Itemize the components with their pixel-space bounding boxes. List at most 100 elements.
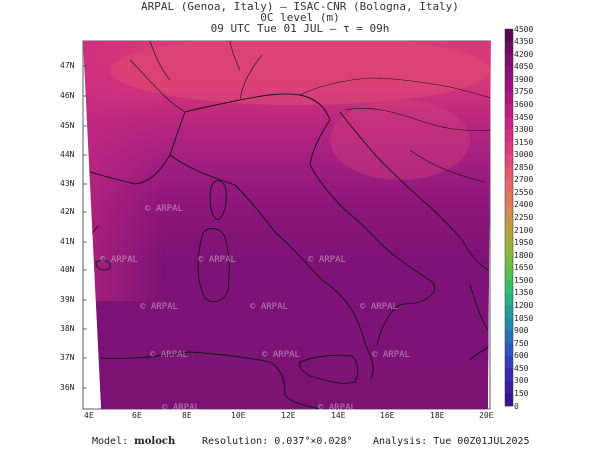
dotted-grid: [83, 41, 490, 409]
colorbar-swatch: [505, 355, 513, 369]
colorbar-swatch: [505, 116, 513, 130]
colorbar-swatch: [505, 305, 513, 319]
watermark: © ARPAL: [250, 302, 288, 312]
colorbar-label: 900: [514, 326, 529, 336]
footer-model: Model: moloch: [92, 436, 175, 447]
colorbar-label: 2250: [514, 213, 534, 222]
watermark: © ARPAL: [150, 350, 188, 360]
watermark: © ARPAL: [100, 255, 138, 265]
watermark: © ARPAL: [198, 255, 236, 265]
colorbar-swatch: [505, 29, 513, 42]
colorbar-frame: [504, 28, 514, 407]
colorbar-swatch: [505, 66, 513, 80]
colorbar-label: 0: [514, 401, 519, 411]
lat-label: 44N: [60, 150, 75, 159]
watermark: © ARPAL: [308, 255, 346, 265]
colorbar-label: 1950: [514, 238, 534, 248]
model-label: Model:: [92, 436, 129, 447]
lat-label: 36N: [60, 383, 75, 392]
analysis-value: Tue 00Z01JUL2025: [433, 436, 530, 447]
lon-label: 10E: [231, 411, 246, 420]
sardinia: [197, 227, 230, 303]
colorbar-swatch: [505, 242, 513, 256]
colorbar-label: 3150: [514, 137, 534, 147]
colorbar-label: 1800: [514, 250, 534, 260]
colorbar-label: 2550: [514, 187, 534, 197]
colorbar-swatch: [505, 368, 513, 382]
colorbar-label: 3750: [514, 87, 534, 97]
colorbar-swatch: [505, 192, 513, 206]
colorbar-label: 300: [514, 376, 529, 386]
colorbar-label: 4350: [514, 37, 534, 47]
lat-label: 39N: [60, 295, 75, 304]
header-field: 0C level (m): [260, 11, 340, 24]
lat-label: 42N: [60, 207, 75, 216]
lat-label: 43N: [60, 179, 75, 188]
italy-east-coast: [309, 119, 436, 346]
colorbar-label: 450: [514, 363, 529, 373]
lat-label: 41N: [60, 237, 75, 246]
colorbar-label: 4050: [514, 62, 534, 72]
country-borders: [129, 41, 491, 183]
colorbar-swatch: [505, 167, 513, 181]
colorbar-swatch: [505, 129, 513, 143]
colorbar-swatch: [505, 154, 513, 168]
colorbar-swatch: [505, 343, 513, 357]
colorbar-swatch: [505, 179, 513, 193]
colorbar-label: 2400: [514, 200, 534, 210]
colorbar-swatch: [505, 292, 513, 306]
watermark: © ARPAL: [262, 350, 300, 360]
resolution-value: 0.037°×0.028°: [274, 436, 353, 447]
colorbar-swatch: [505, 41, 513, 55]
colorbar-swatch: [505, 54, 513, 67]
lat-label: 37N: [60, 353, 75, 362]
colorbar-swatch: [505, 142, 513, 155]
colorbar-label: 150: [514, 388, 529, 398]
colorbar-label: 2700: [514, 175, 534, 185]
watermark: © ARPAL: [372, 350, 410, 360]
colorbar-swatch: [505, 104, 513, 118]
lat-label: 46N: [60, 91, 75, 100]
model-value: moloch: [134, 436, 176, 447]
colorbar-label: 1650: [514, 263, 534, 273]
colorbar-swatch: [505, 380, 513, 394]
lat-label: 40N: [60, 265, 75, 274]
lat-label: 38N: [60, 324, 75, 333]
footer-analysis: Analysis: Tue 00Z01JUL2025: [373, 436, 530, 447]
colorbar-label: 3600: [514, 99, 534, 109]
colorbar-swatch: [505, 230, 513, 243]
colorbar-label: 3450: [514, 112, 534, 122]
colorbar-label: 1050: [514, 313, 534, 323]
watermark: © ARPAL: [162, 403, 200, 413]
colorbar-label: 2850: [514, 162, 534, 172]
lon-label: 16E: [380, 411, 395, 420]
colorbar-swatch: [505, 217, 513, 231]
lon-label: 20E: [479, 411, 494, 420]
colorbar-swatch: [505, 79, 513, 93]
colorbar-swatch: [505, 330, 513, 344]
lon-label: 12E: [281, 411, 296, 420]
lat-label: 45N: [60, 121, 75, 130]
colorbar-swatch: [505, 267, 513, 281]
colorbar-label: 3300: [514, 125, 534, 134]
watermark: © ARPAL: [145, 204, 183, 214]
analysis-label: Analysis:: [373, 436, 428, 447]
footer-resolution: Resolution: 0.037°×0.028°: [202, 436, 353, 447]
lon-label: 18E: [430, 411, 445, 420]
colorbar-label: 2100: [514, 225, 534, 235]
watermark: © ARPAL: [360, 302, 398, 312]
colorbar-swatch: [505, 91, 513, 105]
colorbar-label: 4500: [514, 24, 534, 34]
resolution-label: Resolution:: [202, 436, 269, 447]
header-source: ARPAL (Genoa, Italy) – ISAC-CNR (Bologna…: [141, 0, 459, 13]
colorbar-swatch: [505, 280, 513, 294]
balearic-islands: [95, 259, 111, 271]
lat-label: 47N: [60, 61, 75, 70]
africa-coast: [100, 351, 321, 409]
lon-label: 6E: [132, 411, 142, 420]
italy-west-coast: [169, 154, 374, 379]
colorbar-label: 4200: [514, 49, 534, 59]
colorbar-swatch: [505, 393, 513, 407]
colorbar: [504, 28, 514, 407]
